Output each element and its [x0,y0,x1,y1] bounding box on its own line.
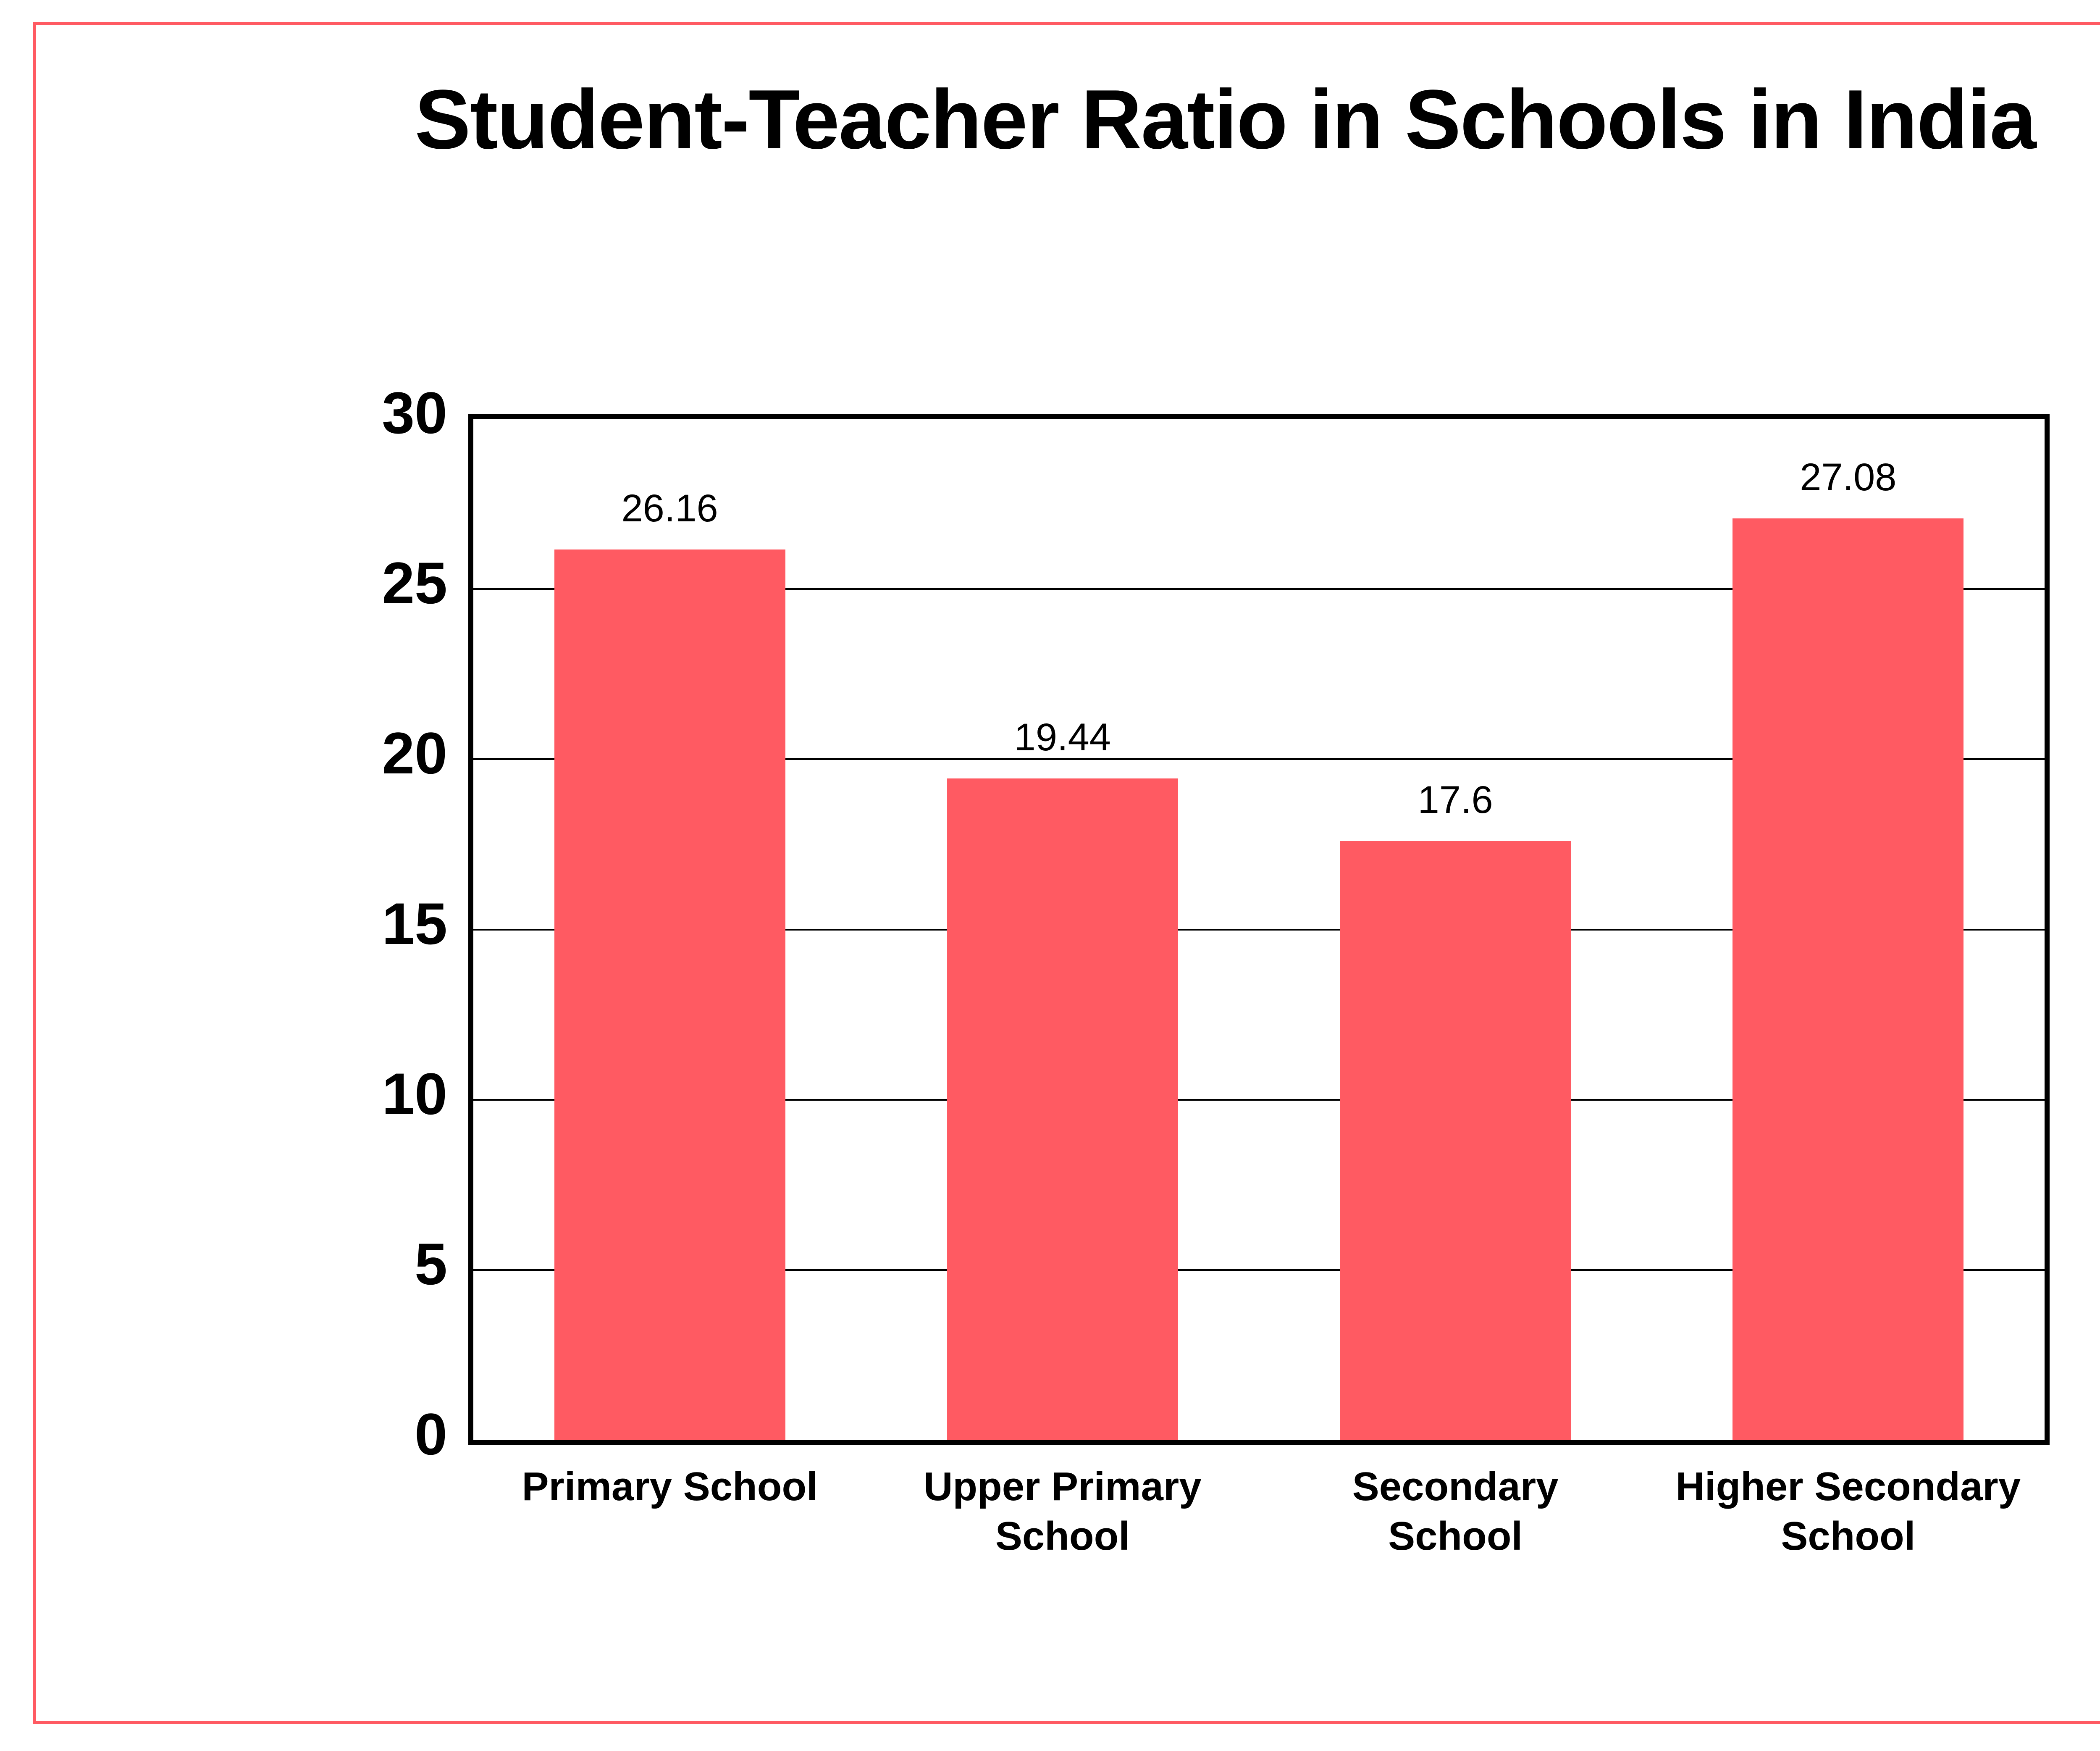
x-tick-label: Secondary School [1352,1464,1559,1559]
gridline [473,588,2045,590]
bar-value-label: 27.08 [1800,455,1897,499]
chart-title: Student-Teacher Ratio in Schools in Indi… [415,73,2036,166]
x-tick-label: Primary School [522,1464,818,1509]
plot-area: 26.16 19.44 17.6 27.08 [468,414,2050,1445]
bar [1732,518,1964,1440]
x-tick-label: Higher Secondary School [1675,1464,2021,1559]
gridline [473,758,2045,760]
bar [554,549,785,1440]
bar-value-label: 19.44 [1014,715,1111,759]
x-tick-label: Upper Primary School [924,1464,1202,1559]
bar [1340,841,1571,1440]
gridline [473,928,2045,931]
gridline [473,1099,2045,1101]
y-tick-label: 25 [382,550,447,616]
y-tick-label: 10 [382,1060,447,1127]
y-tick-label: 15 [382,890,447,957]
gridline [473,1269,2045,1271]
y-tick-label: 0 [415,1401,447,1467]
bar [947,778,1178,1440]
y-tick-label: 5 [415,1230,447,1297]
bar-value-label: 17.6 [1418,778,1493,821]
y-tick-label: 20 [382,720,447,786]
chart-frame [33,22,2100,1724]
bar-value-label: 26.16 [621,487,718,530]
y-tick-label: 30 [382,380,447,446]
